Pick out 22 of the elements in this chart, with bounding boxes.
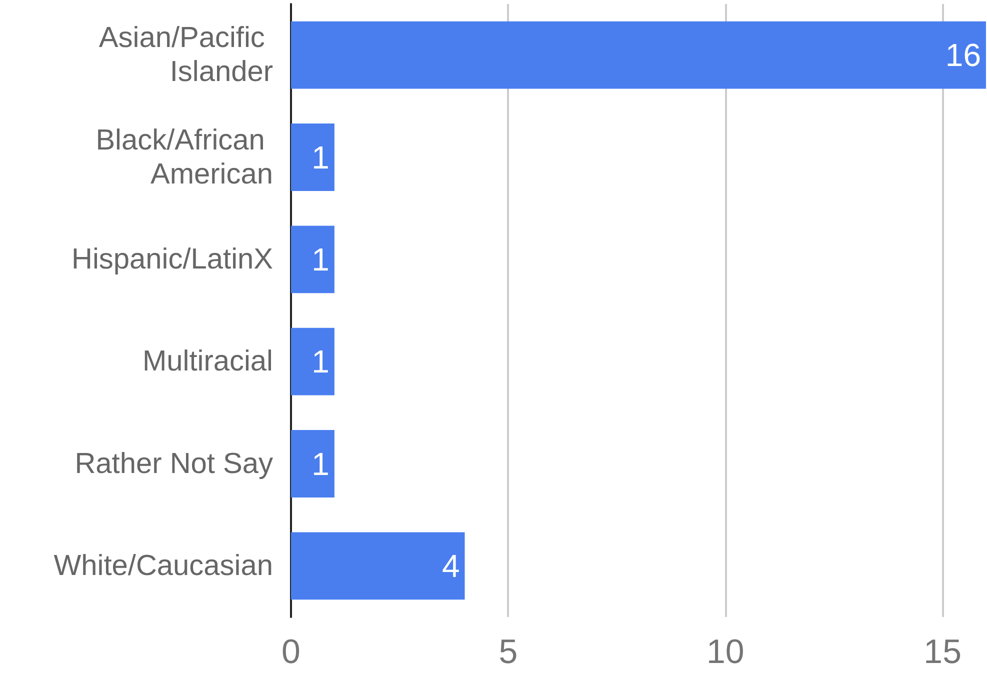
- data-label: 1: [312, 139, 330, 176]
- y-tick-label: Hispanic/LatinX: [72, 243, 273, 276]
- y-tick-label: Asian/Pacific Islander: [98, 22, 274, 88]
- data-label: 1: [312, 241, 330, 278]
- data-label: 1: [312, 344, 330, 380]
- bar: [291, 124, 334, 191]
- bar: [291, 532, 465, 600]
- x-tick-label: 15: [924, 633, 962, 671]
- data-label: 16: [945, 37, 981, 74]
- y-tick-label: Black/African American: [96, 124, 273, 190]
- bar: [291, 328, 334, 396]
- bar: [291, 21, 986, 89]
- x-tick-label: 0: [282, 633, 300, 671]
- x-tick-label: 5: [498, 633, 518, 671]
- x-tick-label: 10: [706, 633, 744, 671]
- y-tick-label: White/Caucasian: [54, 550, 273, 582]
- y-tick-label: Multiracial: [142, 346, 273, 378]
- data-label: 4: [442, 548, 460, 584]
- data-label: 1: [312, 446, 330, 482]
- bar: [291, 226, 334, 294]
- y-tick-label: Rather Not Say: [74, 448, 274, 480]
- bar: [291, 430, 334, 498]
